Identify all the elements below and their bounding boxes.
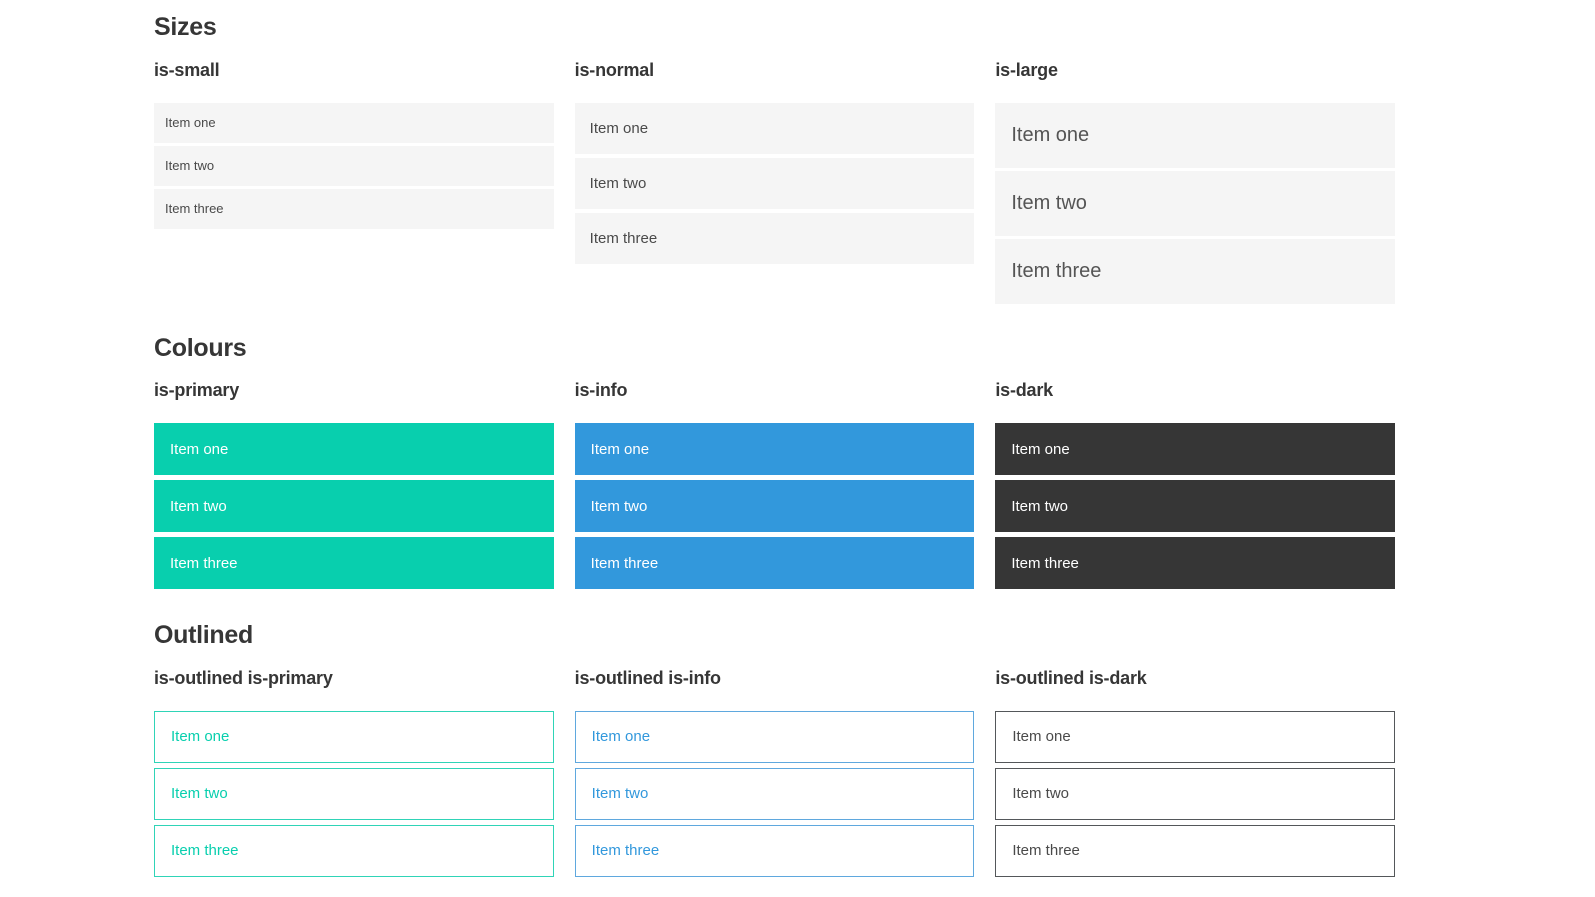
list-item[interactable]: Item three: [574, 824, 975, 877]
list-item[interactable]: Item three: [995, 824, 1396, 877]
group-is-dark: is-dark Item one Item two Item three: [995, 380, 1396, 594]
colours-row: is-primary Item one Item two Item three …: [154, 380, 1396, 594]
section-title: Colours: [154, 333, 247, 362]
group-label: is-normal: [574, 59, 654, 80]
list-item[interactable]: Item three: [154, 537, 554, 590]
list-item[interactable]: Item two: [154, 767, 554, 820]
list-item[interactable]: Item three: [574, 537, 975, 590]
group-label: is-outlined is-info: [574, 667, 721, 688]
group-is-large: is-large Item one Item two Item three: [995, 59, 1396, 307]
group-label: is-primary: [154, 380, 240, 401]
list-item[interactable]: Item one: [574, 102, 975, 154]
list-item[interactable]: Item three: [154, 824, 554, 877]
list-item[interactable]: Item two: [574, 767, 975, 820]
outlined-row: is-outlined is-primary Item one Item two…: [154, 667, 1396, 882]
list-item[interactable]: Item one: [154, 102, 554, 143]
group-label: is-small: [154, 59, 220, 80]
list-normal: Item one Item two Item three: [574, 102, 975, 264]
list-item[interactable]: Item two: [154, 145, 554, 186]
section-title: Outlined: [154, 621, 253, 650]
list-item[interactable]: Item two: [574, 157, 975, 209]
list-item[interactable]: Item two: [574, 480, 975, 533]
list-item[interactable]: Item three: [995, 238, 1396, 304]
list-item[interactable]: Item one: [154, 710, 554, 763]
group-label: is-large: [995, 59, 1058, 80]
sizes-row: is-small Item one Item two Item three is…: [154, 59, 1396, 307]
group-outlined-primary: is-outlined is-primary Item one Item two…: [154, 667, 554, 882]
page: Sizes is-small Item one Item two Item th…: [154, 0, 1396, 882]
group-label: is-info: [574, 380, 628, 401]
group-label: is-outlined is-dark: [995, 667, 1147, 688]
list-item[interactable]: Item three: [154, 188, 554, 229]
list-large: Item one Item two Item three: [995, 102, 1396, 304]
list-item[interactable]: Item two: [154, 480, 554, 533]
group-is-primary: is-primary Item one Item two Item three: [154, 380, 554, 594]
list-outlined-dark: Item one Item two Item three: [995, 710, 1396, 877]
list-item[interactable]: Item two: [995, 767, 1396, 820]
list-item[interactable]: Item one: [995, 423, 1396, 476]
section-colours: Colours is-primary Item one Item two Ite…: [154, 333, 1396, 595]
group-outlined-dark: is-outlined is-dark Item one Item two It…: [995, 667, 1396, 882]
list-item[interactable]: Item two: [995, 170, 1396, 236]
section-title: Sizes: [154, 13, 217, 41]
group-label: is-dark: [995, 380, 1053, 401]
list-outlined-info: Item one Item two Item three: [574, 710, 975, 877]
list-item[interactable]: Item three: [995, 537, 1396, 590]
group-is-normal: is-normal Item one Item two Item three: [574, 59, 975, 307]
group-label: is-outlined is-primary: [154, 667, 333, 688]
list-small: Item one Item two Item three: [154, 102, 554, 229]
list-item[interactable]: Item two: [995, 480, 1396, 533]
group-is-info: is-info Item one Item two Item three: [574, 380, 975, 594]
section-outlined: Outlined is-outlined is-primary Item one…: [154, 621, 1396, 882]
list-primary: Item one Item two Item three: [154, 423, 554, 590]
list-outlined-primary: Item one Item two Item three: [154, 710, 554, 877]
list-item[interactable]: Item one: [995, 710, 1396, 763]
section-sizes: Sizes is-small Item one Item two Item th…: [154, 13, 1396, 307]
list-dark: Item one Item two Item three: [995, 423, 1396, 590]
list-item[interactable]: Item one: [995, 102, 1396, 168]
list-info: Item one Item two Item three: [574, 423, 975, 590]
group-is-small: is-small Item one Item two Item three: [154, 59, 554, 307]
list-item[interactable]: Item one: [574, 710, 975, 763]
list-item[interactable]: Item three: [574, 212, 975, 264]
group-outlined-info: is-outlined is-info Item one Item two It…: [574, 667, 975, 882]
list-item[interactable]: Item one: [154, 423, 554, 476]
list-item[interactable]: Item one: [574, 423, 975, 476]
